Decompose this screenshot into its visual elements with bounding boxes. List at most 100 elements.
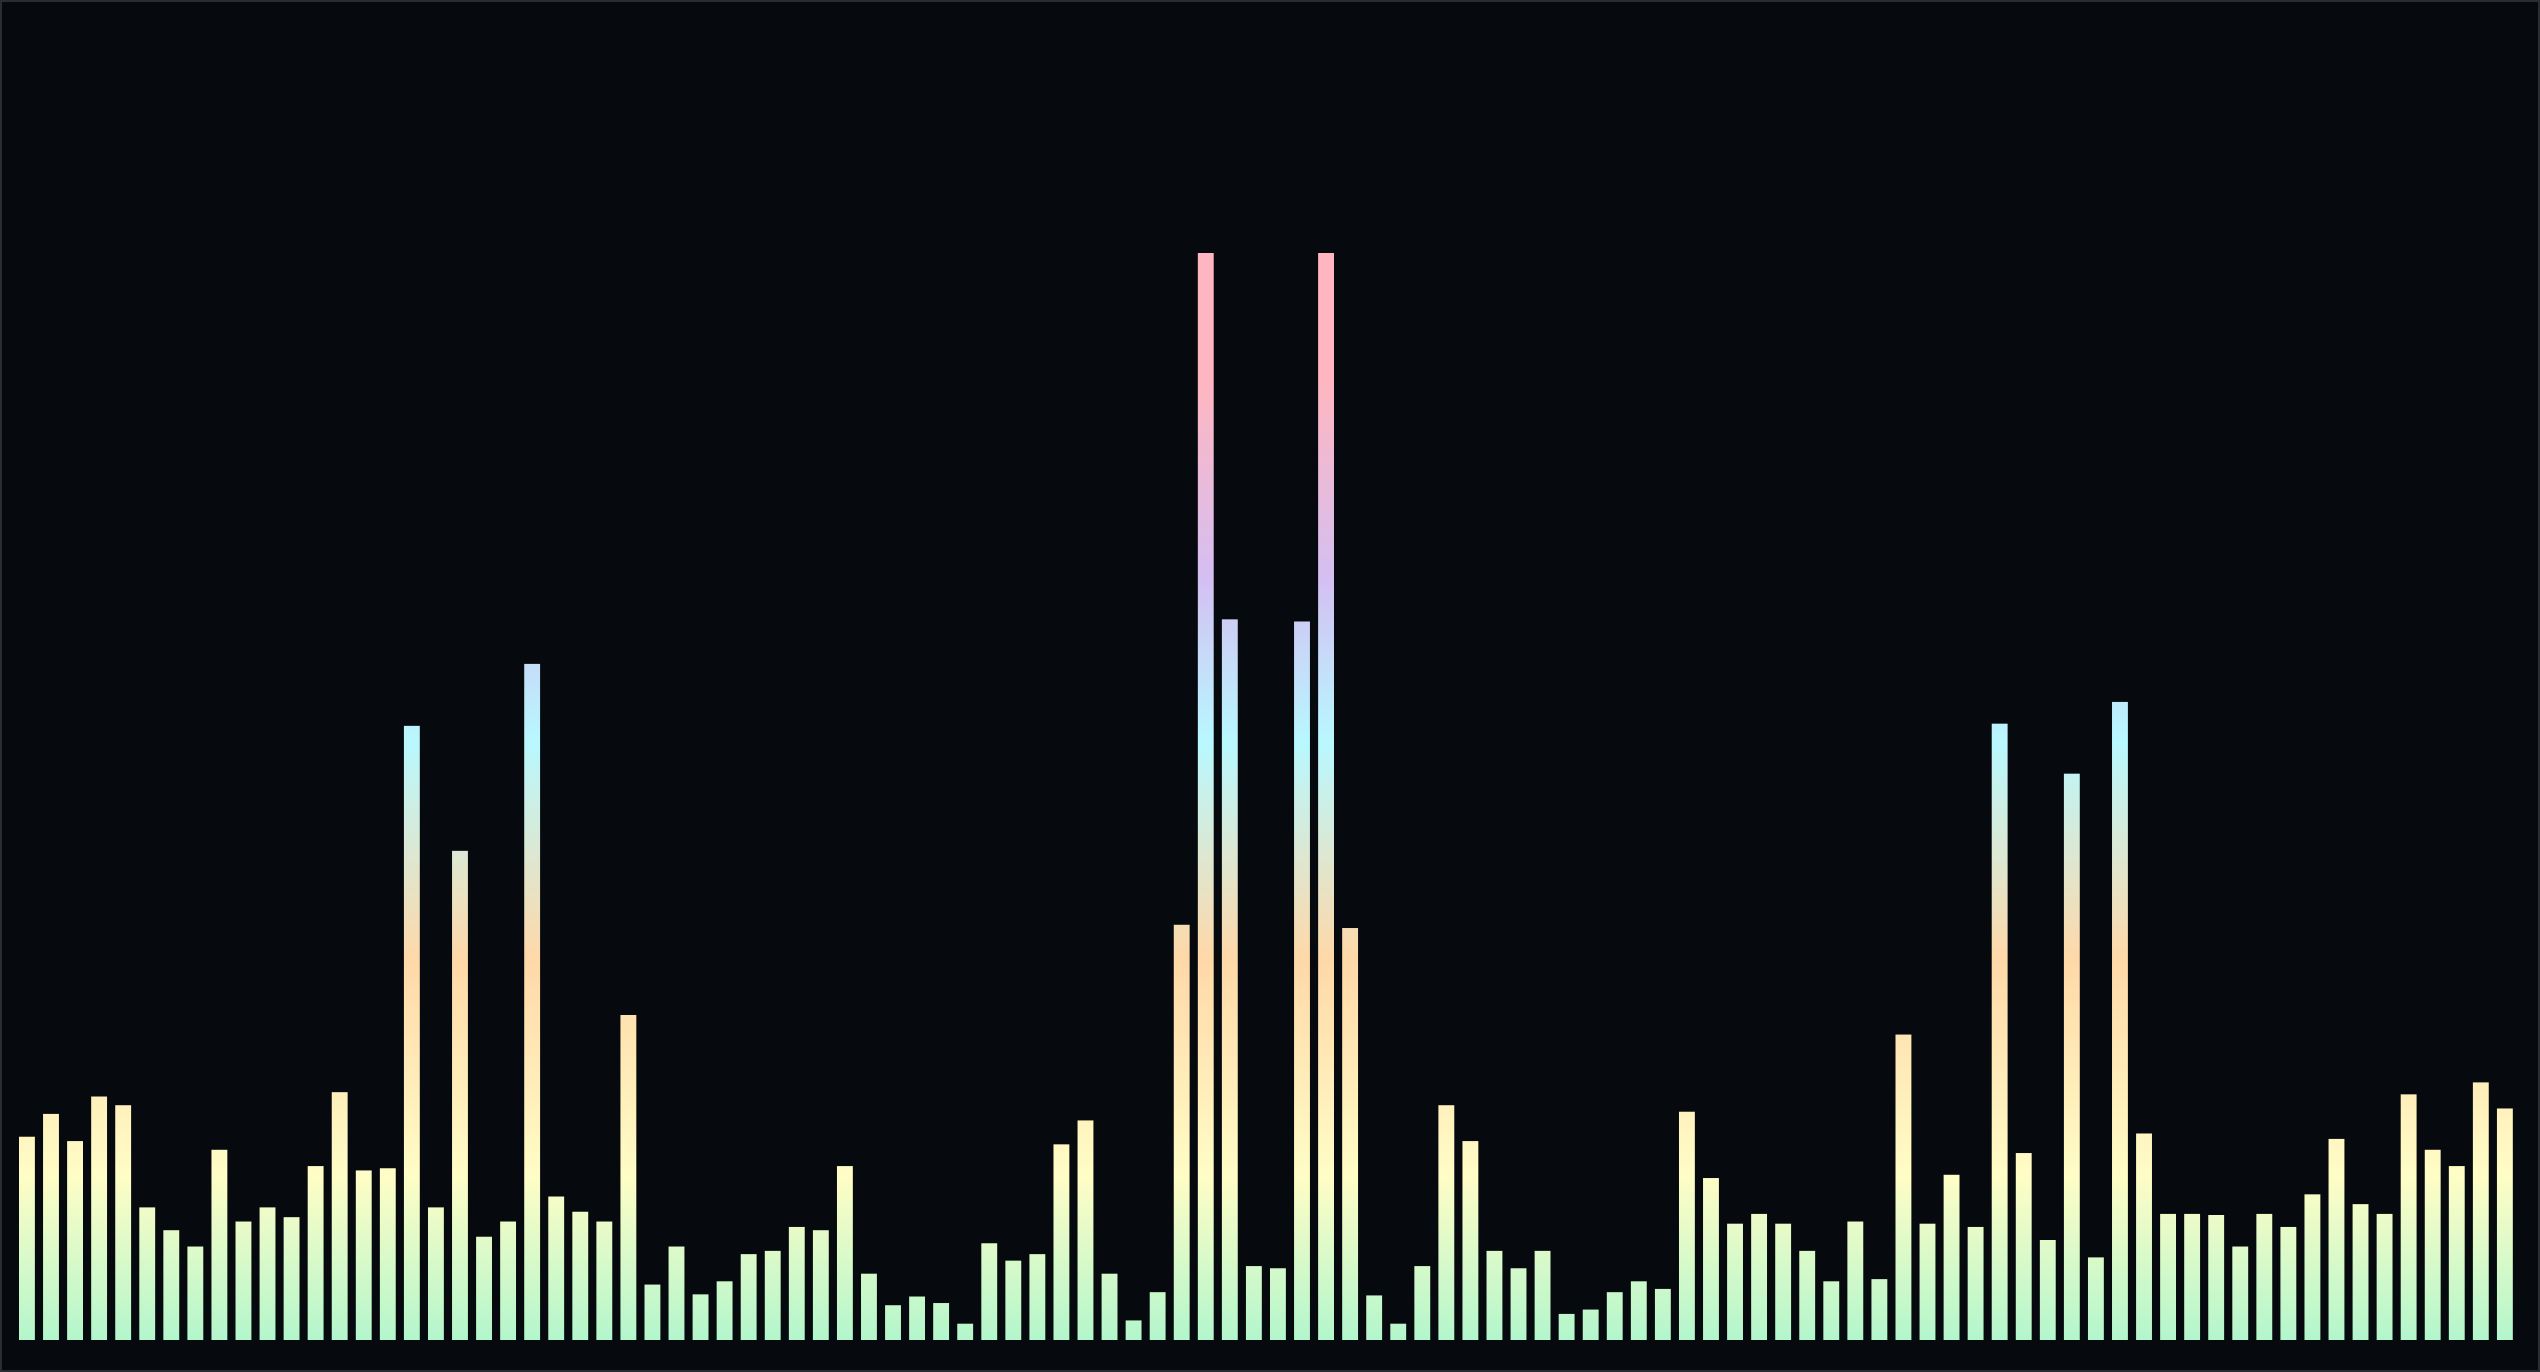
- bar-96: [2304, 1194, 2321, 1340]
- bar-3: [67, 1141, 83, 1340]
- bar-73: [1751, 1213, 1768, 1340]
- bar-47: [1125, 1320, 1142, 1340]
- bar-52: [1245, 1266, 1262, 1340]
- bar-51: [1221, 619, 1238, 1340]
- bar-95: [2280, 1226, 2297, 1340]
- bar-40: [957, 1323, 974, 1340]
- bar-75: [1799, 1250, 1816, 1340]
- bar-43: [1029, 1254, 1046, 1340]
- bar-16: [379, 1168, 396, 1340]
- bar-58: [1390, 1323, 1407, 1340]
- bar-56: [1342, 928, 1359, 1340]
- bar-57: [1366, 1295, 1383, 1340]
- bar-18: [427, 1207, 444, 1340]
- bar-6: [139, 1207, 156, 1340]
- bar-21: [500, 1221, 517, 1340]
- bar-64: [1534, 1250, 1551, 1340]
- bar-37: [885, 1305, 901, 1340]
- bar-31: [740, 1254, 757, 1340]
- bar-12: [283, 1217, 300, 1340]
- bar-67: [1606, 1292, 1623, 1340]
- bar-39: [933, 1303, 950, 1340]
- bar-85: [2039, 1240, 2056, 1340]
- bar-91: [2184, 1213, 2201, 1340]
- bar-32: [764, 1250, 781, 1340]
- bar-14: [331, 1092, 348, 1340]
- bar-61: [1462, 1141, 1479, 1340]
- bar-35: [836, 1166, 853, 1340]
- bar-13: [307, 1166, 324, 1340]
- bar-62: [1486, 1250, 1503, 1340]
- bar-5: [115, 1105, 132, 1340]
- bar-15: [355, 1170, 372, 1340]
- bar-48: [1149, 1292, 1166, 1340]
- bar-100: [2400, 1094, 2417, 1340]
- bar-82: [1967, 1226, 1984, 1340]
- bar-46: [1101, 1273, 1118, 1340]
- bar-98: [2352, 1204, 2369, 1341]
- bar-33: [788, 1226, 805, 1340]
- bar-41: [981, 1243, 998, 1340]
- bar-30: [716, 1281, 733, 1340]
- bar-94: [2256, 1213, 2273, 1340]
- bar-69: [1654, 1288, 1671, 1340]
- bar-7: [163, 1230, 180, 1340]
- bar-22: [524, 663, 541, 1340]
- bar-50: [1197, 253, 1214, 1340]
- bar-99: [2376, 1213, 2393, 1340]
- bar-8: [187, 1246, 204, 1340]
- bar-101: [2424, 1149, 2441, 1340]
- bar-45: [1077, 1120, 1094, 1340]
- bar-27: [644, 1284, 661, 1340]
- bar-26: [620, 1014, 637, 1340]
- bar-63: [1510, 1268, 1527, 1340]
- bar-72: [1727, 1223, 1743, 1340]
- bar-103: [2472, 1082, 2489, 1340]
- bar-9: [211, 1149, 228, 1340]
- bar-1: [19, 1136, 35, 1340]
- bar-29: [692, 1294, 709, 1340]
- bar-89: [2136, 1133, 2152, 1340]
- bar-34: [812, 1230, 829, 1340]
- bar-44: [1053, 1144, 1070, 1340]
- bar-28: [668, 1246, 685, 1340]
- bar-87: [2087, 1257, 2104, 1340]
- bar-24: [572, 1211, 589, 1340]
- bar-88: [2112, 701, 2128, 1340]
- bar-17: [403, 725, 420, 1340]
- bar-25: [596, 1221, 613, 1340]
- bar-93: [2232, 1246, 2249, 1340]
- bar-77: [1847, 1221, 1864, 1340]
- bar-74: [1775, 1223, 1792, 1340]
- bar-68: [1630, 1281, 1647, 1340]
- bar-23: [548, 1196, 565, 1340]
- bar-76: [1823, 1281, 1840, 1340]
- bar-71: [1703, 1178, 1719, 1340]
- bar-20: [476, 1236, 492, 1340]
- bar-80: [1919, 1223, 1936, 1340]
- bar-11: [259, 1207, 276, 1340]
- bar-60: [1438, 1105, 1455, 1340]
- bar-66: [1582, 1309, 1599, 1340]
- bar-92: [2208, 1214, 2225, 1340]
- bar-36: [861, 1273, 877, 1340]
- bar-4: [91, 1096, 108, 1340]
- bar-97: [2328, 1138, 2345, 1340]
- bar-78: [1871, 1279, 1888, 1340]
- bar-53: [1270, 1268, 1286, 1340]
- bar-2: [43, 1113, 59, 1340]
- bar-10: [235, 1221, 252, 1340]
- bar-65: [1558, 1313, 1575, 1340]
- bar-42: [1005, 1260, 1022, 1340]
- bar-79: [1895, 1034, 1912, 1340]
- bar-102: [2448, 1166, 2465, 1340]
- bars-group: [19, 253, 2513, 1341]
- bar-54: [1294, 621, 1310, 1340]
- bar-59: [1414, 1266, 1431, 1340]
- bar-38: [909, 1296, 926, 1340]
- bar-49: [1173, 924, 1190, 1340]
- bar-90: [2160, 1213, 2177, 1340]
- bar-19: [452, 850, 468, 1340]
